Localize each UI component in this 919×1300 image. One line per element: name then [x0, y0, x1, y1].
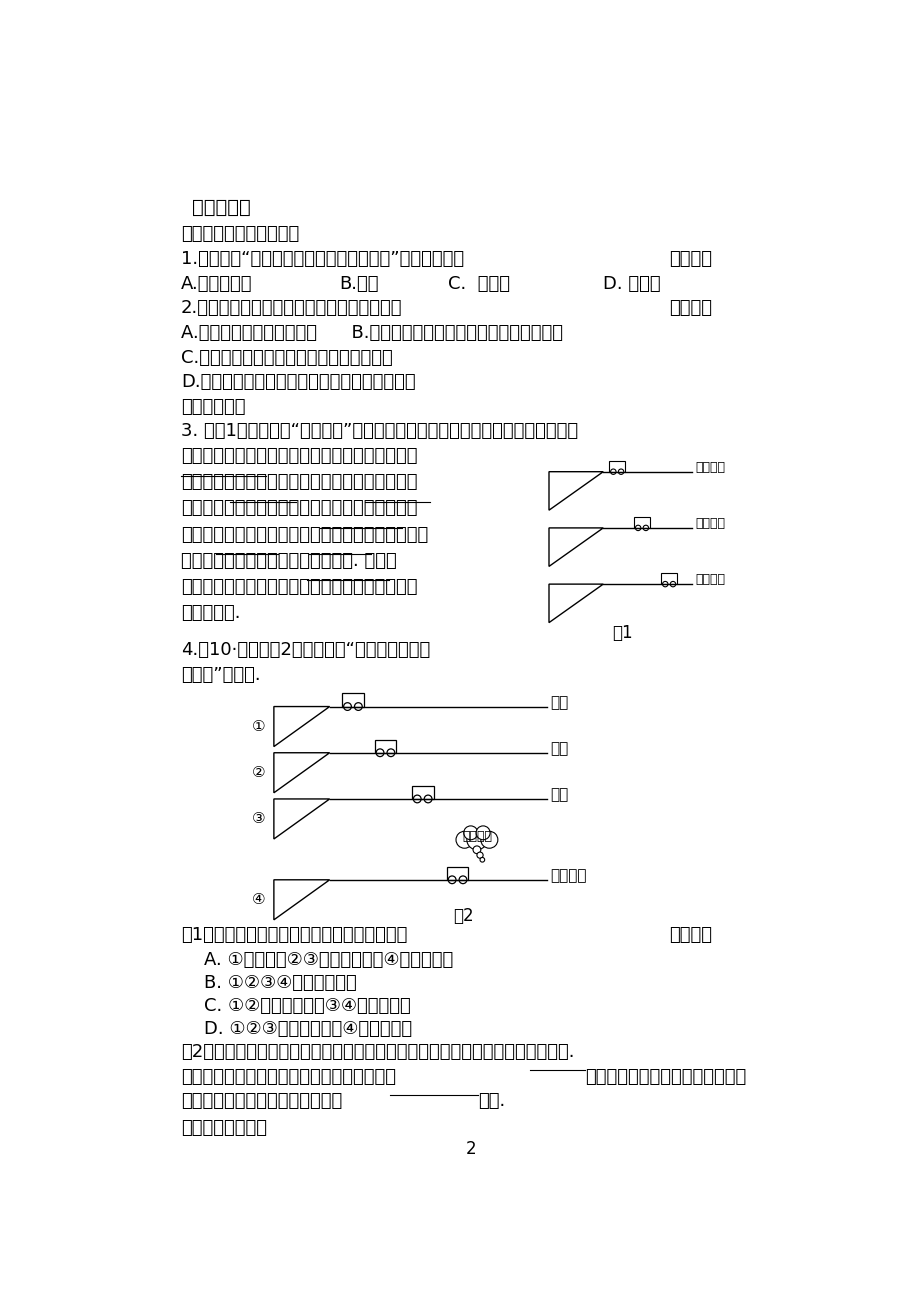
Text: （　　）: （ ）: [668, 926, 711, 944]
Text: 下来，是因为小车在水平方向上受: 下来，是因为小车在水平方向上受: [181, 1092, 342, 1110]
Text: ①: ①: [251, 719, 265, 734]
Text: D.物体运动状态改变时，就一定受到了力的作用: D.物体运动状态改变时，就一定受到了力的作用: [181, 373, 415, 391]
Text: 二、实验探究: 二、实验探究: [181, 398, 245, 416]
Text: 无限远！: 无限远！: [461, 831, 492, 844]
Text: A. ①是假设，②③是实验事实，④是实验推论: A. ①是假设，②③是实验事实，④是实验推论: [204, 950, 453, 968]
Text: 课堂巩固：: 课堂巩固：: [192, 199, 251, 217]
Text: ②: ②: [251, 766, 265, 780]
Circle shape: [463, 826, 477, 840]
Circle shape: [456, 831, 472, 848]
Text: 远运动下去.: 远运动下去.: [181, 604, 240, 623]
Text: 离越　　　　，越接近　　　　运动. 若表面: 离越 ，越接近 运动. 若表面: [181, 551, 396, 569]
Text: 图2: 图2: [453, 907, 473, 924]
Text: A.亚里士多德: A.亚里士多德: [181, 274, 252, 292]
Circle shape: [476, 852, 482, 858]
Text: 始下滑，这样做的目的是使小车滑到斜面底端时的: 始下滑，这样做的目的是使小车滑到斜面底端时的: [181, 447, 417, 465]
Text: 毛巾: 毛巾: [550, 696, 567, 710]
Text: 1.首先推翻“力是维持物体运动状态的原因”这个观点的是: 1.首先推翻“力是维持物体运动状态的原因”这个观点的是: [181, 250, 463, 268]
Circle shape: [466, 829, 486, 850]
Text: 2: 2: [466, 1140, 476, 1158]
Text: （　　）: （ ）: [668, 299, 711, 317]
Text: 作用.: 作用.: [477, 1092, 505, 1110]
Text: 的影响”的过程.: 的影响”的过程.: [181, 666, 260, 684]
Text: 图1: 图1: [612, 624, 632, 642]
Text: 相同，在粗糙的表面上，小车因受到: 相同，在粗糙的表面上，小车因受到: [181, 473, 417, 491]
Text: 一、力和运动的两种观点: 一、力和运动的两种观点: [181, 225, 299, 243]
Text: B. ①②③④都是实验事实: B. ①②③④都是实验事实: [204, 974, 357, 992]
Text: 毛巾表面: 毛巾表面: [695, 460, 725, 473]
Text: D. ①②③是实验事实，④是实验推论: D. ①②③是实验事实，④是实验推论: [204, 1020, 412, 1037]
Text: 越光滑，小车受到的阔力越　　　　，所以运动的距: 越光滑，小车受到的阔力越 ，所以运动的距: [181, 525, 427, 543]
Text: 可知小车受到的阔力越小，小车运动的路程越: 可知小车受到的阔力越小，小车运动的路程越: [181, 1067, 395, 1086]
Text: （1）根据图中情景可以判断以下说法正确的是: （1）根据图中情景可以判断以下说法正确的是: [181, 926, 407, 944]
Text: 木板表面: 木板表面: [695, 573, 725, 586]
Text: 光滑到没有阔力时，小车将保持　　　　状态，永: 光滑到没有阔力时，小车将保持 状态，永: [181, 578, 417, 595]
Text: C. ①②是实验事实，③④是实验推论: C. ①②是实验事实，③④是实验推论: [204, 997, 411, 1015]
Text: 光滑表面: 光滑表面: [550, 868, 585, 884]
Text: 三、牛顿第一定律: 三、牛顿第一定律: [181, 1118, 267, 1136]
Text: D. 笛卡尔: D. 笛卡尔: [603, 274, 660, 292]
Text: 3. 如图1所示，在做“斜面小车”实验时，每一次都要使小车从斜面的相同高度开: 3. 如图1所示，在做“斜面小车”实验时，每一次都要使小车从斜面的相同高度开: [181, 422, 577, 441]
Text: C.  伽利略: C. 伽利略: [448, 274, 510, 292]
Circle shape: [476, 826, 490, 840]
Text: 2.关于力和运动的关系，下列说法中正确的是: 2.关于力和运动的关系，下列说法中正确的是: [181, 299, 402, 317]
Text: C.没有力作用在物体上，物体就慢慢停下了: C.没有力作用在物体上，物体就慢慢停下了: [181, 348, 392, 367]
Text: ③: ③: [251, 811, 265, 827]
Circle shape: [481, 831, 497, 848]
Circle shape: [480, 858, 484, 862]
Text: （　　）: （ ）: [668, 250, 711, 268]
Text: （2）每次让小车从斜面同一高度由静止滑下，记下小车最终停在水平面上的位置.: （2）每次让小车从斜面同一高度由静止滑下，记下小车最终停在水平面上的位置.: [181, 1043, 573, 1061]
Text: B.牛顿: B.牛顿: [339, 274, 379, 292]
Text: ．其中运动的小车在木板上最终停: ．其中运动的小车在木板上最终停: [584, 1067, 745, 1086]
Text: 棉布: 棉布: [550, 741, 567, 757]
Text: A.力是维持物体运动的原因      B.只要有力作用在物体上，物体就一定运动: A.力是维持物体运动的原因 B.只要有力作用在物体上，物体就一定运动: [181, 324, 562, 342]
Text: 的阔力　　　　，所以运动的距离　　　　；表面: 的阔力 ，所以运动的距离 ；表面: [181, 499, 417, 517]
Circle shape: [472, 846, 481, 854]
Text: 4.（10·镇江）图2所示是探究“阔力对物体运动: 4.（10·镇江）图2所示是探究“阔力对物体运动: [181, 641, 430, 659]
Text: 木板: 木板: [550, 788, 567, 802]
Text: 棉布表面: 棉布表面: [695, 517, 725, 530]
Text: ④: ④: [251, 892, 265, 907]
